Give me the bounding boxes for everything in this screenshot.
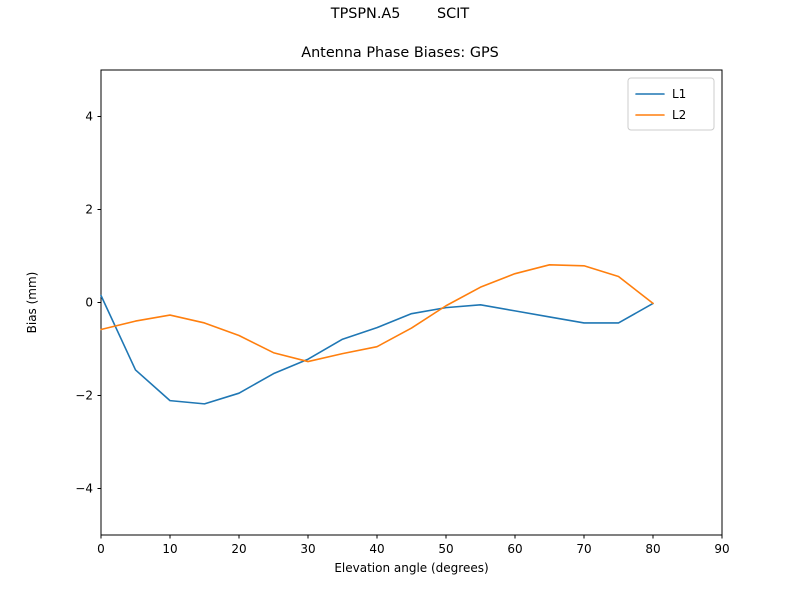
x-tick-label: 70: [576, 542, 591, 556]
y-tick-label: 4: [85, 110, 93, 124]
figure-suptitle: TPSPN.A5 SCIT: [330, 6, 470, 22]
x-tick-label: 60: [507, 542, 522, 556]
x-tick-label: 20: [231, 542, 246, 556]
y-tick-label: 0: [85, 296, 93, 310]
y-axis-label: Bias (mm): [25, 272, 39, 334]
x-tick-label: 10: [162, 542, 177, 556]
series-line-l2: [100, 264, 654, 363]
x-tick-label: 50: [438, 542, 453, 556]
chart-title: Antenna Phase Biases: GPS: [301, 45, 499, 61]
series-line-l1: [100, 294, 654, 405]
x-axis-label: Elevation angle (degrees): [334, 561, 488, 575]
x-tick-label: 80: [645, 542, 660, 556]
y-tick-label: −2: [75, 389, 93, 403]
y-tick-label: −4: [75, 482, 93, 496]
x-tick-label: 40: [369, 542, 384, 556]
x-tick-label: 30: [300, 542, 315, 556]
x-tick-label: 90: [714, 542, 729, 556]
legend-label-l1: L1: [672, 87, 686, 101]
legend-box: [627, 77, 715, 131]
y-tick-label: 2: [85, 203, 93, 217]
plot-spines: [100, 69, 723, 536]
legend-label-l2: L2: [672, 108, 686, 122]
x-tick-label: 0: [97, 542, 105, 556]
